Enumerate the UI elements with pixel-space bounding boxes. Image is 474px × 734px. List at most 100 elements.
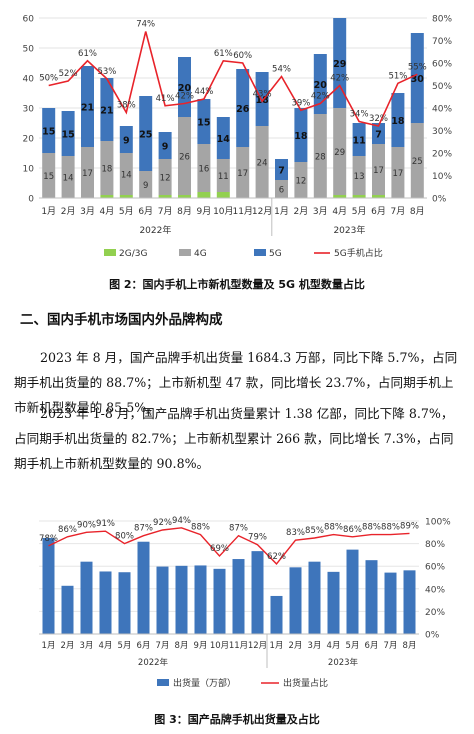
bar-shipments xyxy=(308,561,321,634)
bar-5g-label: 9 xyxy=(123,136,130,147)
bar-5g-label: 9 xyxy=(162,142,169,153)
pct-label: 85% xyxy=(305,526,324,536)
bar-5g xyxy=(372,123,385,144)
x-tick-label: 3月 xyxy=(313,206,328,217)
x-tick-label: 7月 xyxy=(384,641,398,651)
bar-4g-label: 13 xyxy=(354,172,365,182)
pct-label: 62% xyxy=(267,552,286,562)
paragraph-1-line-1: 2023 年 8 月，国产品牌手机出货量 1684.3 万部，同比下降 5.7%… xyxy=(40,350,458,365)
x-tick-label: 5月 xyxy=(118,641,132,651)
pct-label: 60% xyxy=(233,51,252,61)
paragraph-2: 2023 年 1-8 月，国产品牌手机出货量累计 1.38 亿部，同比下降 8.… xyxy=(14,401,460,476)
bar-4g xyxy=(372,144,385,195)
group-label: 2023年 xyxy=(328,657,359,668)
pct-label: 87% xyxy=(134,524,153,534)
chart1-svg: 0 10 20 30 40 50 60 0% 10% 20% 30% 40% 50% 60% 70% 80% 1… xyxy=(23,15,453,260)
x-tick-label: 2月 xyxy=(289,641,303,651)
bar-5g xyxy=(100,78,114,141)
bar-2g3g xyxy=(158,195,172,198)
figure1-caption: 图 2：国内手机上市新机型数量及 5G 机型数量占比 xyxy=(109,278,365,291)
pct-label: 53% xyxy=(97,67,116,77)
bar-shipments xyxy=(175,565,188,634)
group-label: 2023年 xyxy=(333,224,365,236)
x-tick-label: 7月 xyxy=(158,206,173,217)
y-tick-label: 10 xyxy=(23,165,35,175)
bar-2g3g xyxy=(352,195,366,198)
pct-label: 50% xyxy=(39,74,58,84)
line-5g-share xyxy=(48,31,418,127)
bar-5g xyxy=(236,69,250,147)
pct-label: 41% xyxy=(156,94,175,104)
bar-shipments xyxy=(232,559,245,634)
paragraph-1-line-3: 市新机型数量的 85.5%。 xyxy=(14,400,159,415)
bar-shipments xyxy=(213,568,226,634)
bar-5g xyxy=(119,126,133,153)
bar-5g xyxy=(158,132,172,159)
pct-label: 61% xyxy=(78,49,97,59)
pct-label: 54% xyxy=(272,65,291,75)
bar-4g-label: 26 xyxy=(179,153,190,163)
bar-4g-label: 17 xyxy=(82,169,93,179)
x-tick-label: 6月 xyxy=(138,206,153,217)
legend-swatch-shipments xyxy=(157,679,169,686)
bar-4g xyxy=(352,156,366,195)
bar-5g xyxy=(42,108,56,153)
pct-label: 86% xyxy=(343,525,362,535)
paragraph-2-line-1: 2023 年 1-8 月，国产品牌手机出货量累计 1.38 亿部，同比下降 8.… xyxy=(40,406,454,421)
pct-label: 80% xyxy=(115,532,134,542)
pct-label: 88% xyxy=(362,523,381,533)
bar-4g-label: 17 xyxy=(373,166,384,176)
bar-shipments xyxy=(137,541,150,634)
legend-swatch-4g xyxy=(179,249,191,256)
pct-label: 88% xyxy=(324,523,343,533)
x-tick-label: 6月 xyxy=(371,206,386,217)
pct-label: 94% xyxy=(172,516,191,526)
chart-new-models: 0 10 20 30 40 50 60 0% 10% 20% 30% 40% 50% 60% 70% 80% 1… xyxy=(9,6,463,268)
bar-4g-label: 17 xyxy=(392,169,403,179)
y2-tick-label: 10% xyxy=(432,172,452,182)
bar-2g3g xyxy=(216,192,230,198)
legend-swatch-5g xyxy=(254,249,266,256)
bar-2g3g xyxy=(100,195,114,198)
bar-5g-label: 29 xyxy=(333,59,346,70)
bar-5g xyxy=(61,111,75,156)
bar-4g xyxy=(81,147,94,198)
x-tick-label: 1月 xyxy=(274,206,289,217)
bar-5g-label: 18 xyxy=(391,116,405,127)
pct-label: 92% xyxy=(153,518,172,528)
bar-shipments xyxy=(42,537,55,634)
bar-4g xyxy=(391,147,405,198)
pct-label: 88% xyxy=(191,523,210,533)
pct-label: 90% xyxy=(77,520,96,530)
bar-4g xyxy=(197,144,211,192)
bar-4g-label: 12 xyxy=(295,177,306,187)
bar-4g-label: 29 xyxy=(334,148,345,158)
bar-2g3g xyxy=(197,192,211,198)
line-share xyxy=(48,527,410,565)
x-tick-label: 2月 xyxy=(294,206,309,217)
bar-2g3g xyxy=(372,195,385,198)
bar-shipments xyxy=(289,567,302,634)
bar-5g-label: 20 xyxy=(314,80,328,91)
y2-tick-label: 100% xyxy=(425,518,451,528)
bar-5g-label: 15 xyxy=(61,130,74,141)
bar-5g-label: 15 xyxy=(197,118,210,129)
bar-5g xyxy=(255,72,269,126)
pct-label: 79% xyxy=(248,533,267,543)
bar-2g3g xyxy=(119,195,133,198)
bar-4g xyxy=(178,117,191,195)
bar-5g-label: 26 xyxy=(236,104,250,115)
bar-5g-label: 20 xyxy=(178,83,192,94)
bar-4g xyxy=(294,162,308,198)
bar-2g3g xyxy=(178,195,191,198)
y-tick-label: 60 xyxy=(23,15,35,25)
pct-label: 32% xyxy=(369,114,388,124)
x-tick-label: 11月 xyxy=(232,206,252,217)
bar-4g-label: 17 xyxy=(237,169,248,179)
bar-5g-label: 25 xyxy=(139,130,152,141)
x-tick-label: 12月 xyxy=(252,206,272,217)
group-label: 2022年 xyxy=(138,657,169,668)
bar-shipments xyxy=(327,571,340,634)
bar-5g xyxy=(333,18,347,108)
y2-tick-label: 60% xyxy=(425,563,445,573)
